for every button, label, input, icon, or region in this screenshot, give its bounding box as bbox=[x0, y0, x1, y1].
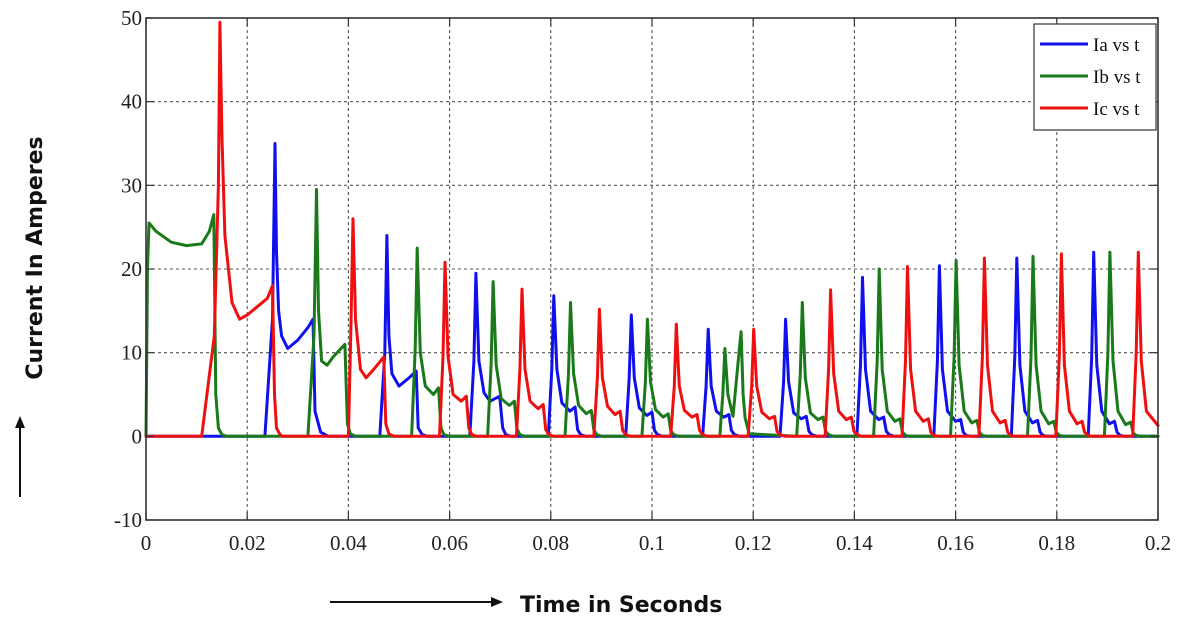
y-axis-arrow-icon bbox=[15, 416, 25, 497]
y-tick-label: 40 bbox=[121, 90, 142, 114]
x-tick-label: 0.2 bbox=[1145, 531, 1171, 555]
legend-label-ic: Ic vs t bbox=[1093, 99, 1140, 120]
x-axis-arrow-icon bbox=[330, 597, 503, 607]
series-line-ib bbox=[144, 188, 1160, 438]
legend: Ia vs t Ib vs t Ic vs t bbox=[1033, 23, 1157, 131]
legend-label-ib: Ib vs t bbox=[1093, 67, 1141, 88]
y-tick-label: 0 bbox=[132, 424, 143, 448]
y-tick-label: 30 bbox=[121, 173, 142, 197]
x-tick-label: 0.1 bbox=[639, 531, 665, 555]
x-axis-label: Time in Seconds bbox=[520, 593, 722, 618]
x-tick-label: 0.16 bbox=[937, 531, 974, 555]
series-line-ic bbox=[144, 20, 1160, 438]
x-tick-label: 0.02 bbox=[229, 531, 266, 555]
x-tick-label: 0.04 bbox=[330, 531, 367, 555]
x-tick-label: 0.14 bbox=[836, 531, 873, 555]
series-line-ia bbox=[144, 142, 1160, 438]
y-tick-label: 50 bbox=[121, 6, 142, 30]
y-tick-label: -10 bbox=[114, 508, 142, 532]
x-tick-label: 0.12 bbox=[735, 531, 772, 555]
x-tick-label: 0.08 bbox=[532, 531, 569, 555]
legend-label-ia: Ia vs t bbox=[1093, 35, 1140, 56]
y-axis-label: Current In Amperes bbox=[23, 136, 48, 379]
x-tick-label: 0.06 bbox=[431, 531, 468, 555]
y-tick-label: 20 bbox=[121, 257, 142, 281]
series-lines bbox=[144, 20, 1160, 438]
y-tick-label: 10 bbox=[121, 341, 142, 365]
x-tick-label: 0 bbox=[141, 531, 152, 555]
axis-ticks: 0 0.02 0.04 0.06 0.08 0.1 0.12 0.14 0.16 0.18 0.2 -… bbox=[114, 6, 1171, 555]
x-tick-label: 0.18 bbox=[1038, 531, 1075, 555]
